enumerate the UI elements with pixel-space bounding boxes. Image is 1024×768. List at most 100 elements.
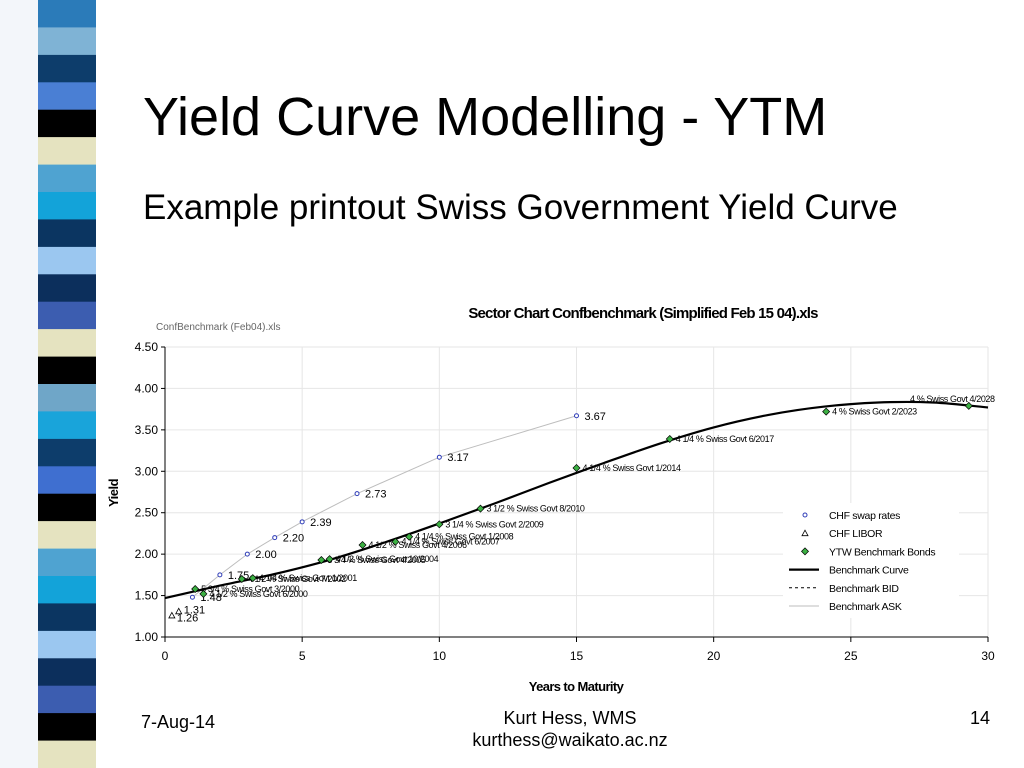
bond-point xyxy=(964,401,973,410)
bond-label: 4 1/4 % Swiss Govt 6/2017 xyxy=(676,434,774,444)
y-tick-label: 4.50 xyxy=(135,340,159,354)
y-tick-label: 4.00 xyxy=(135,381,159,395)
x-tick-label: 25 xyxy=(844,649,858,663)
swap-rate-point xyxy=(217,572,223,578)
bond-point xyxy=(191,584,200,593)
bond-point xyxy=(822,407,831,416)
page-number: 14 xyxy=(969,708,990,728)
legend-libor-marker xyxy=(801,529,809,537)
bond-label: 4 % Swiss Govt 2/2023 xyxy=(832,407,917,417)
footer-author-email: kurthess@waikato.ac.nz xyxy=(472,730,668,750)
libor-label: 1.26 xyxy=(177,612,198,624)
chart-axes xyxy=(161,346,989,642)
bond-label: 4 1/2 % Swiss Govt 10/2004 xyxy=(336,554,439,564)
y-tick-label: 2.50 xyxy=(135,506,159,520)
bond-label: 5 3/4 % Swiss Govt 3/2000 xyxy=(201,584,299,594)
strip-block xyxy=(38,411,96,440)
libor-point xyxy=(175,607,183,615)
strip-block xyxy=(38,0,96,28)
strip-margin xyxy=(0,0,38,768)
bond-point xyxy=(665,434,674,443)
swap-rate-label: 2.20 xyxy=(283,533,304,545)
bond-label: 3 3/4 % Swiss Govt 4/2005 xyxy=(327,555,425,565)
chart-title: Sector Chart Confbenchmark (Simplified F… xyxy=(468,305,818,322)
strip-block xyxy=(38,137,96,165)
libor-label: 1.31 xyxy=(184,604,205,616)
chart-series: 1.481.752.002.202.392.733.173.671.261.31… xyxy=(164,394,995,624)
y-tick-label: 3.00 xyxy=(135,464,159,478)
bond-point xyxy=(476,504,485,513)
strip-block xyxy=(38,246,96,275)
bond-point xyxy=(405,532,414,541)
legend-entry: Benchmark ASK xyxy=(829,601,902,613)
strip-block xyxy=(38,27,96,56)
bond-point xyxy=(199,589,208,598)
x-tick-label: 20 xyxy=(707,649,721,663)
x-tick-label: 0 xyxy=(162,649,169,663)
chart-tick-labels: 0 5 10 15 20 25 30 1.00 1.50 2.00 2.50 3.00 3.50 4.00… xyxy=(135,340,995,663)
benchmark-curve xyxy=(164,400,989,600)
strip-block xyxy=(38,658,96,687)
swap-rate-label: 2.00 xyxy=(255,549,276,561)
swap-rate-label: 2.73 xyxy=(365,489,386,501)
yield-chart: Sector Chart Confbenchmark (Simplified F… xyxy=(106,305,995,694)
strip-block xyxy=(38,685,96,714)
bond-label: 3 1/2 % Swiss Govt 8/2010 xyxy=(486,504,584,514)
slide-title: Yield Curve Modelling - YTM xyxy=(143,87,828,147)
bond-label: 4 1/2 % Swiss Govt 4/2006 xyxy=(369,540,467,550)
bond-label: 4 1/4 % Swiss Govt 6/2007 xyxy=(401,537,499,547)
strip-block xyxy=(38,109,96,138)
bond-label: 4 % Swiss Govt 4/2028 xyxy=(910,394,995,404)
swap-rate-point xyxy=(354,491,360,497)
legend-entry: Benchmark BID xyxy=(829,583,899,595)
swap-rate-point xyxy=(272,535,278,541)
strip-block xyxy=(38,576,96,604)
footer-author-name: Kurt Hess, WMS xyxy=(503,708,637,728)
legend-entry: CHF swap rates xyxy=(829,510,900,522)
bond-point xyxy=(317,555,326,564)
strip-block xyxy=(38,438,96,467)
libor-point xyxy=(168,611,176,619)
bond-label: 3 1/4 % Swiss Govt 2/2009 xyxy=(445,519,543,529)
footer-author: Kurt Hess, WMS kurthess@waikato.ac.nz xyxy=(400,707,740,751)
y-tick-label: 2.00 xyxy=(135,547,159,561)
strip-block xyxy=(38,384,96,412)
x-tick-label: 10 xyxy=(433,649,447,663)
bond-point xyxy=(391,537,400,546)
bond-point xyxy=(358,541,367,550)
swap-rate-point xyxy=(436,454,442,460)
slide-subtitle: Example printout Swiss Government Yield … xyxy=(143,188,898,227)
strip-block xyxy=(38,466,96,495)
y-tick-label: 1.00 xyxy=(135,630,159,644)
bond-point xyxy=(435,520,444,529)
bond-label: 4 1/2 % Swiss Govt 7/2002 xyxy=(248,574,346,584)
y-tick-label: 1.50 xyxy=(135,589,159,603)
x-tick-label: 15 xyxy=(570,649,584,663)
swap-rate-label: 3.67 xyxy=(585,411,606,423)
strip-block xyxy=(38,164,96,193)
x-axis-label: Years to Maturity xyxy=(529,679,625,694)
swap-rate-label: 1.75 xyxy=(228,570,249,582)
bond-point xyxy=(237,575,246,583)
legend-entry: CHF LIBOR xyxy=(829,528,883,540)
bond-point xyxy=(248,574,257,583)
strip-block xyxy=(38,630,96,659)
strip-block xyxy=(38,274,96,303)
y-tick-label: 3.50 xyxy=(135,423,159,437)
swap-rate-point xyxy=(299,519,305,525)
chart-file-label: ConfBenchmark (Feb04).xls xyxy=(156,322,281,333)
strip-block xyxy=(38,493,96,522)
legend-swap-marker xyxy=(802,512,808,518)
decorative-color-strip xyxy=(0,0,96,768)
legend-entry: YTW Benchmark Bonds xyxy=(829,546,935,558)
bond-point xyxy=(325,555,334,564)
legend-box xyxy=(783,503,959,618)
strip-block xyxy=(38,82,96,111)
swap-rate-point xyxy=(244,551,250,557)
strip-block xyxy=(38,521,96,549)
footer-date: 7-Aug-14 xyxy=(141,712,216,732)
strip-block xyxy=(38,356,96,385)
strip-block xyxy=(38,713,96,741)
bond-label: 4 1/2 % Swiss Govt 6/2000 xyxy=(209,589,307,599)
swap-rate-label: 2.39 xyxy=(310,517,331,529)
